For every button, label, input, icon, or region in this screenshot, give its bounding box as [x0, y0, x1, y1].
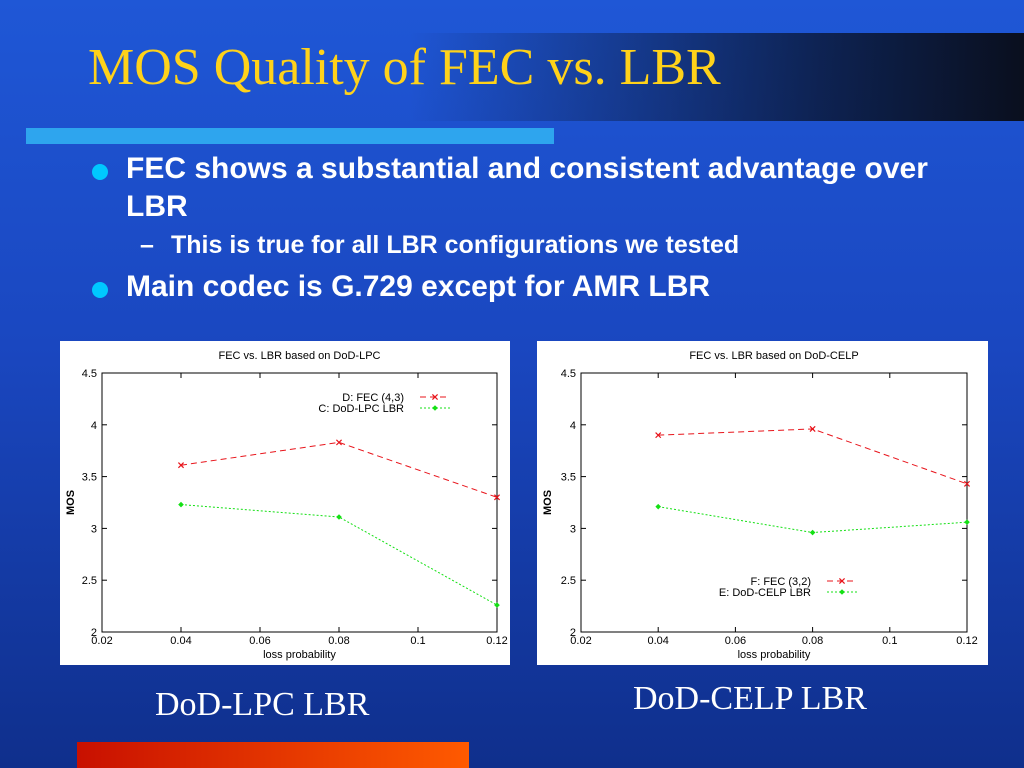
bullet-text: FEC shows a substantial and consistent a…: [126, 152, 928, 223]
data-point: [809, 425, 816, 432]
x-tick-label: 0.06: [249, 635, 270, 647]
legend-marker: [839, 589, 845, 595]
caption-dod-celp: DoD-CELP LBR: [633, 680, 867, 717]
y-axis-label: MOS: [542, 490, 554, 515]
data-point: [493, 494, 501, 501]
series-line: [658, 428, 968, 485]
y-tick-label: 3.5: [561, 472, 576, 484]
data-point: [655, 503, 661, 510]
data-point: [336, 514, 342, 520]
data-point: [809, 529, 816, 536]
series-1: [177, 439, 501, 501]
x-tick-label: 0.04: [170, 635, 191, 647]
title-band: [0, 33, 1024, 121]
x-tick-label: 0.1: [410, 635, 425, 647]
chart-dod-celp: FEC vs. LBR based on DoD-CELP 0.02 0.04 0.0…: [542, 350, 978, 661]
data-point: [964, 519, 970, 525]
x-axis-label: loss probability: [263, 649, 336, 661]
legend-label: E: DoD-CELP LBR: [719, 587, 811, 599]
y-tick-label: 2: [91, 627, 97, 639]
chart-title: FEC vs. LBR based on DoD-CELP: [689, 350, 858, 362]
series-line: [658, 506, 968, 534]
chart-panel-dod-celp: FEC vs. LBR based on DoD-CELP 0.02 0.04 0.0…: [537, 341, 988, 665]
x-axis-label: loss probability: [738, 649, 811, 661]
series-2: [178, 501, 500, 608]
bullet-dot-icon: [92, 164, 108, 180]
slide-title: MOS Quality of FEC vs. LBR: [88, 39, 721, 96]
chart-panel-dod-lpc: FEC vs. LBR based on DoD-LPC 0.02 0.04 0.06…: [60, 341, 510, 665]
legend-marker: [431, 393, 439, 401]
x-tick-label: 0.06: [725, 635, 746, 647]
data-point: [178, 501, 184, 508]
legend-label: F: FEC (3,2): [750, 576, 811, 588]
series-2: [655, 503, 970, 536]
x-tick-label: 0.1: [882, 635, 897, 647]
bullet-dot-icon: [92, 282, 108, 298]
data-point: [335, 439, 343, 446]
y-tick-label: 3: [91, 523, 97, 535]
bullet-list: FEC shows a substantial and consistent a…: [88, 150, 988, 306]
x-tick-label: 0.12: [486, 635, 507, 647]
data-point: [494, 602, 500, 608]
y-tick-label: 4.5: [561, 368, 576, 380]
legend-marker: [838, 577, 846, 585]
bullet-text: Main codec is G.729 except for AMR LBR: [126, 270, 711, 303]
chart-dod-lpc: FEC vs. LBR based on DoD-LPC 0.02 0.04 0.06…: [65, 350, 508, 661]
title-rule: [26, 128, 554, 144]
plot-frame: [580, 372, 968, 633]
series-1: [655, 425, 971, 487]
chart-title: FEC vs. LBR based on DoD-LPC: [218, 350, 380, 362]
bullet-item: Main codec is G.729 except for AMR LBR: [88, 268, 988, 306]
y-tick-label: 3.5: [82, 472, 97, 484]
accent-bar: [77, 742, 469, 768]
x-tick-label: 0.08: [802, 635, 823, 647]
caption-dod-lpc: DoD-LPC LBR: [155, 686, 370, 723]
series-line: [180, 441, 498, 498]
series-line: [180, 504, 498, 606]
y-tick-label: 3: [570, 523, 576, 535]
legend-label: C: DoD-LPC LBR: [318, 403, 404, 415]
y-tick-label: 4: [570, 420, 576, 432]
y-axis-label: MOS: [65, 490, 77, 515]
data-point: [177, 462, 185, 469]
y-tick-label: 2.5: [561, 575, 576, 587]
data-point: [963, 480, 971, 487]
x-tick-label: 0.12: [956, 635, 977, 647]
y-tick-label: 4: [91, 420, 97, 432]
sub-bullet-item: – This is true for all LBR configuration…: [88, 228, 988, 262]
legend-marker: [432, 405, 438, 411]
legend-label: D: FEC (4,3): [342, 392, 404, 404]
data-point: [655, 432, 662, 439]
x-tick-label: 0.04: [647, 635, 668, 647]
dash-icon: –: [140, 231, 154, 259]
bullet-item: FEC shows a substantial and consistent a…: [88, 150, 988, 226]
plot-frame: [101, 372, 498, 633]
y-tick-label: 2.5: [82, 575, 97, 587]
x-tick-label: 0.08: [328, 635, 349, 647]
y-tick-label: 4.5: [82, 368, 97, 380]
sub-bullet-text: This is true for all LBR configurations …: [171, 231, 740, 259]
x-tick-label: 0.02: [91, 635, 112, 647]
y-tick-label: 2: [570, 627, 576, 639]
x-tick-label: 0.02: [570, 635, 591, 647]
